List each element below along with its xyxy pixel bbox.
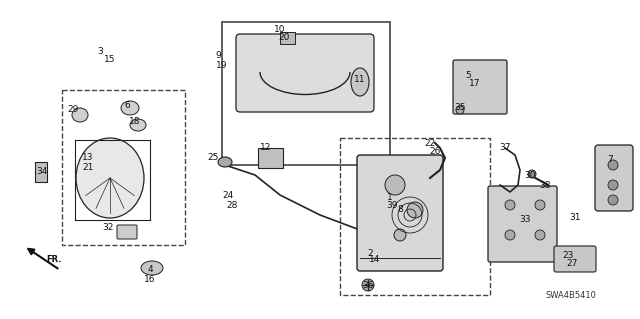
Circle shape <box>608 160 618 170</box>
FancyBboxPatch shape <box>357 155 443 271</box>
Text: 15: 15 <box>104 56 116 64</box>
FancyBboxPatch shape <box>236 34 374 112</box>
Text: 33: 33 <box>519 216 531 225</box>
Text: 32: 32 <box>102 224 114 233</box>
Bar <box>35 162 47 182</box>
Ellipse shape <box>130 119 146 131</box>
Text: 7: 7 <box>607 155 613 165</box>
Ellipse shape <box>218 157 232 167</box>
Text: 5: 5 <box>465 70 471 79</box>
Text: 38: 38 <box>540 181 551 189</box>
Circle shape <box>528 170 536 178</box>
Circle shape <box>608 180 618 190</box>
Text: 21: 21 <box>83 164 93 173</box>
Circle shape <box>362 279 374 291</box>
Text: 19: 19 <box>216 61 228 70</box>
Text: 18: 18 <box>129 117 141 127</box>
Circle shape <box>407 202 423 218</box>
Circle shape <box>456 106 464 114</box>
Text: 29: 29 <box>67 106 79 115</box>
Text: 12: 12 <box>260 144 272 152</box>
Ellipse shape <box>76 138 144 218</box>
Bar <box>258 148 283 168</box>
Text: 17: 17 <box>469 78 481 87</box>
Text: 2: 2 <box>367 249 373 257</box>
Text: 39: 39 <box>387 201 397 210</box>
Bar <box>280 32 295 44</box>
Text: 31: 31 <box>569 213 580 222</box>
Circle shape <box>505 230 515 240</box>
Text: SWA4B5410: SWA4B5410 <box>545 291 596 300</box>
Text: 23: 23 <box>563 250 573 259</box>
Bar <box>62 90 185 245</box>
Text: 3: 3 <box>97 48 103 56</box>
Ellipse shape <box>72 108 88 122</box>
Ellipse shape <box>351 68 369 96</box>
Text: 35: 35 <box>454 103 466 113</box>
Text: 1: 1 <box>387 194 393 203</box>
Text: 8: 8 <box>397 205 403 214</box>
Circle shape <box>385 175 405 195</box>
Ellipse shape <box>141 261 163 275</box>
Text: 6: 6 <box>124 100 130 109</box>
Text: 25: 25 <box>207 153 219 162</box>
Text: 10: 10 <box>275 26 285 34</box>
Circle shape <box>535 230 545 240</box>
Text: 13: 13 <box>83 153 93 162</box>
Text: 16: 16 <box>144 276 156 285</box>
Text: 34: 34 <box>36 167 48 176</box>
Text: 36: 36 <box>362 280 374 290</box>
FancyBboxPatch shape <box>554 246 596 272</box>
Text: 9: 9 <box>215 50 221 60</box>
Ellipse shape <box>121 101 139 115</box>
Text: 14: 14 <box>369 256 381 264</box>
Text: 37: 37 <box>499 144 511 152</box>
Text: 11: 11 <box>355 76 365 85</box>
Bar <box>340 138 490 295</box>
Text: 24: 24 <box>222 190 234 199</box>
Circle shape <box>505 200 515 210</box>
FancyBboxPatch shape <box>117 225 137 239</box>
Bar <box>222 22 390 165</box>
Text: 22: 22 <box>424 138 436 147</box>
Text: 4: 4 <box>147 265 153 275</box>
Circle shape <box>394 229 406 241</box>
FancyBboxPatch shape <box>595 145 633 211</box>
Text: 28: 28 <box>227 201 237 210</box>
Text: 20: 20 <box>278 33 290 42</box>
Text: FR.: FR. <box>46 256 61 264</box>
FancyBboxPatch shape <box>453 60 507 114</box>
Text: 27: 27 <box>566 258 578 268</box>
Circle shape <box>535 200 545 210</box>
FancyBboxPatch shape <box>488 186 557 262</box>
Text: 26: 26 <box>429 147 441 157</box>
Circle shape <box>608 195 618 205</box>
Text: 30: 30 <box>524 170 536 180</box>
